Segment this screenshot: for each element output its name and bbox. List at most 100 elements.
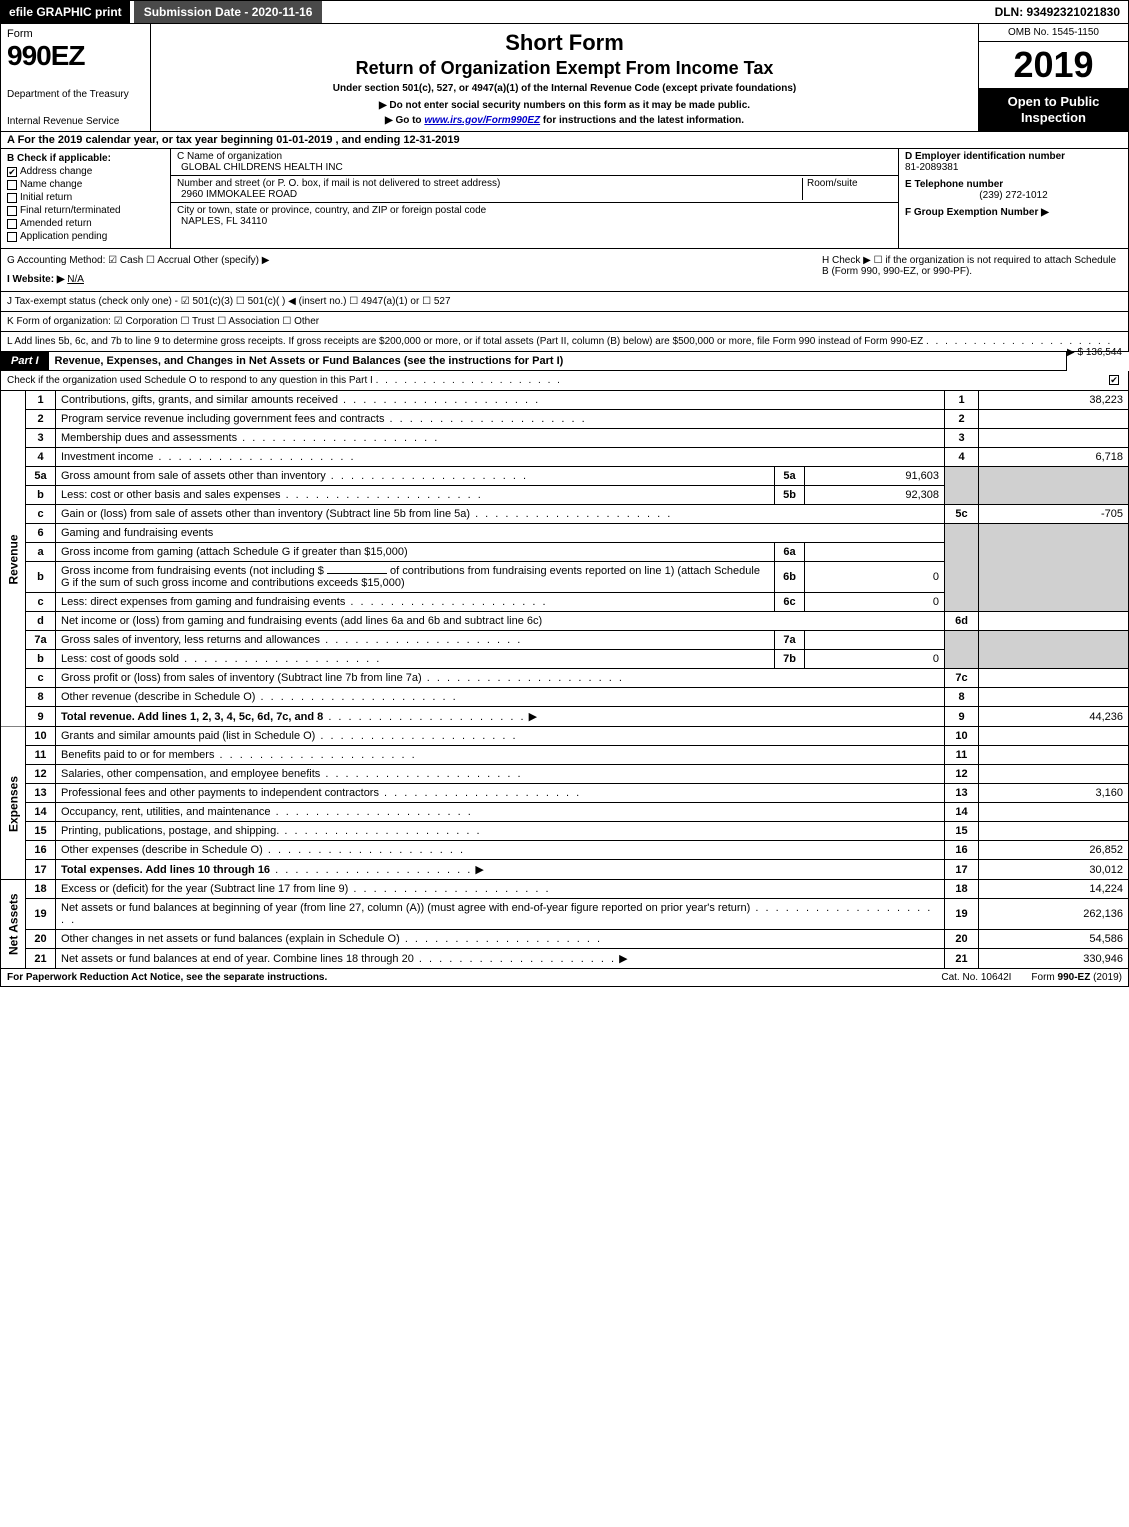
desc-4: Investment income: [61, 451, 153, 463]
ln-16: 16: [26, 841, 56, 860]
efile-print-label[interactable]: efile GRAPHIC print: [1, 1, 130, 23]
chk-label-3: Final return/terminated: [20, 205, 121, 216]
ln-1: 1: [26, 391, 56, 410]
side-revenue: Revenue: [1, 391, 26, 727]
submission-date-label: Submission Date - 2020-11-16: [134, 1, 323, 23]
ln-6a: a: [26, 543, 56, 562]
desc-13: Professional fees and other payments to …: [61, 787, 379, 799]
val-3: [979, 429, 1129, 448]
desc-6b-1: Gross income from fundraising events (no…: [61, 565, 324, 577]
ln-20: 20: [26, 930, 56, 949]
sub-7b: 7b: [775, 650, 805, 669]
goto-pre: ▶ Go to: [385, 115, 424, 126]
form-ref: Form 990-EZ (2019): [1031, 972, 1122, 983]
col-d-ein-phone: D Employer identification number 81-2089…: [898, 149, 1128, 248]
chk-final-return[interactable]: [7, 206, 17, 216]
ssn-warning: ▶ Do not enter social security numbers o…: [157, 100, 972, 111]
part1-schedule-o-checkbox[interactable]: [1109, 375, 1119, 385]
grey-6: [945, 524, 979, 612]
chk-label-2: Initial return: [20, 192, 72, 203]
num-9: 9: [945, 707, 979, 727]
col-c-org-info: C Name of organization GLOBAL CHILDRENS …: [171, 149, 898, 248]
chk-amended-return[interactable]: [7, 219, 17, 229]
page-footer: For Paperwork Reduction Act Notice, see …: [0, 969, 1129, 987]
row-l-gross-receipts: L Add lines 5b, 6c, and 7b to line 9 to …: [0, 332, 1129, 352]
header-center: Short Form Return of Organization Exempt…: [151, 24, 978, 131]
num-10: 10: [945, 727, 979, 746]
city-label: City or town, state or province, country…: [177, 205, 892, 216]
desc-19: Net assets or fund balances at beginning…: [61, 902, 750, 914]
subval-5b: 92,308: [805, 486, 945, 505]
room-label: Room/suite: [807, 178, 892, 189]
num-3: 3: [945, 429, 979, 448]
val-19: 262,136: [979, 899, 1129, 930]
top-bar: efile GRAPHIC print Submission Date - 20…: [0, 0, 1129, 24]
num-8: 8: [945, 688, 979, 707]
ln-7b: b: [26, 650, 56, 669]
chk-address-change[interactable]: [7, 167, 17, 177]
val-20: 54,586: [979, 930, 1129, 949]
num-17: 17: [945, 860, 979, 880]
num-6d: 6d: [945, 612, 979, 631]
website-label: I Website: ▶: [7, 274, 65, 285]
desc-11: Benefits paid to or for members: [61, 749, 214, 761]
ein-label: D Employer identification number: [905, 151, 1122, 162]
val-12: [979, 765, 1129, 784]
row-l-value: ▶ $ 136,544: [1067, 347, 1122, 358]
desc-14: Occupancy, rent, utilities, and maintena…: [61, 806, 271, 818]
desc-9: Total revenue. Add lines 1, 2, 3, 4, 5c,…: [61, 711, 323, 723]
under-section-text: Under section 501(c), 527, or 4947(a)(1)…: [157, 83, 972, 94]
part1-check-line: Check if the organization used Schedule …: [0, 371, 1129, 391]
form-word: Form: [7, 28, 144, 40]
website-value: N/A: [67, 274, 84, 285]
ln-14: 14: [26, 803, 56, 822]
desc-20: Other changes in net assets or fund bala…: [61, 933, 400, 945]
form-header: Form 990EZ Department of the Treasury In…: [0, 24, 1129, 132]
subval-6b: 0: [805, 562, 945, 593]
form-ref-bold: 990-EZ: [1058, 972, 1091, 983]
desc-10: Grants and similar amounts paid (list in…: [61, 730, 315, 742]
sub-6a: 6a: [775, 543, 805, 562]
sub-6c: 6c: [775, 593, 805, 612]
num-19: 19: [945, 899, 979, 930]
part1-title: Revenue, Expenses, and Changes in Net As…: [49, 352, 1067, 370]
form-ref-pre: Form: [1031, 972, 1057, 983]
tel-value: (239) 272-1012: [905, 190, 1122, 201]
side-netassets: Net Assets: [1, 880, 26, 969]
desc-6a: Gross income from gaming (attach Schedul…: [61, 546, 408, 558]
chk-label-5: Application pending: [20, 231, 107, 242]
desc-5c: Gain or (loss) from sale of assets other…: [61, 508, 470, 520]
num-12: 12: [945, 765, 979, 784]
ln-6: 6: [26, 524, 56, 543]
col-b-checkboxes: B Check if applicable: Address change Na…: [1, 149, 171, 248]
chk-name-change[interactable]: [7, 180, 17, 190]
ln-7c: c: [26, 669, 56, 688]
chk-app-pending[interactable]: [7, 232, 17, 242]
chk-label-1: Name change: [20, 179, 82, 190]
val-21: 330,946: [979, 949, 1129, 969]
row-gh: G Accounting Method: ☑ Cash ☐ Accrual Ot…: [0, 249, 1129, 292]
tax-year: 2019: [979, 42, 1128, 88]
ln-9: 9: [26, 707, 56, 727]
ln-11: 11: [26, 746, 56, 765]
part1-grid: Revenue 1 Contributions, gifts, grants, …: [0, 391, 1129, 969]
city-value: NAPLES, FL 34110: [181, 216, 892, 227]
val-1: 38,223: [979, 391, 1129, 410]
irs-link[interactable]: www.irs.gov/Form990EZ: [424, 115, 540, 126]
paperwork-notice: For Paperwork Reduction Act Notice, see …: [7, 972, 921, 983]
header-left: Form 990EZ Department of the Treasury In…: [1, 24, 151, 131]
street-value: 2960 IMMOKALEE ROAD: [181, 189, 802, 200]
subval-5a: 91,603: [805, 467, 945, 486]
irs-label: Internal Revenue Service: [7, 116, 144, 127]
val-18: 14,224: [979, 880, 1129, 899]
grey-7: [945, 631, 979, 669]
side-expenses: Expenses: [1, 727, 26, 880]
desc-6: Gaming and fundraising events: [61, 527, 213, 539]
org-name-value: GLOBAL CHILDRENS HEALTH INC: [181, 162, 892, 173]
part1-check-dots: [376, 375, 562, 386]
ln-6d: d: [26, 612, 56, 631]
desc-7b: Less: cost of goods sold: [61, 653, 179, 665]
val-16: 26,852: [979, 841, 1129, 860]
chk-initial-return[interactable]: [7, 193, 17, 203]
ln-4: 4: [26, 448, 56, 467]
